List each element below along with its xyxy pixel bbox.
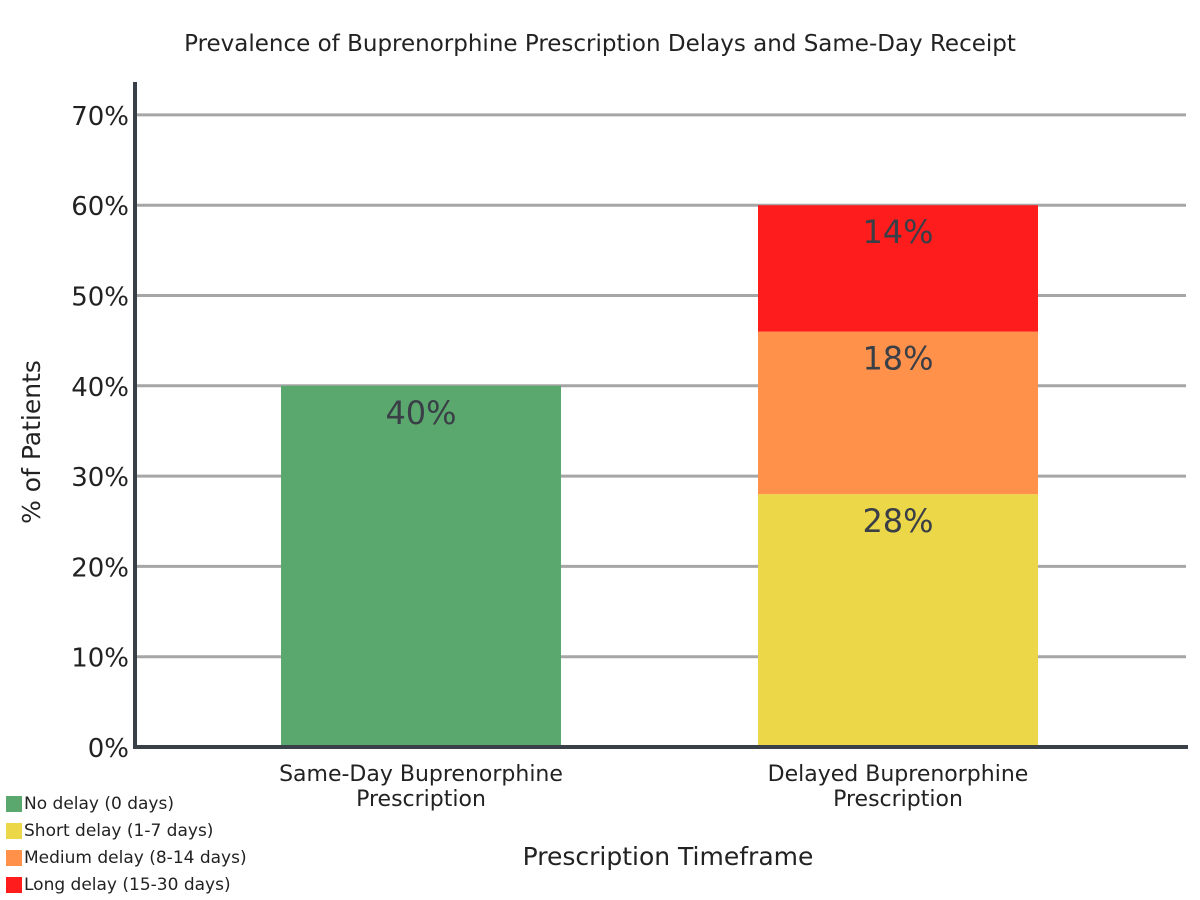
x-category-label: Prescription	[356, 787, 486, 812]
y-tick-label: 30%	[71, 463, 129, 493]
legend-swatch	[6, 795, 22, 812]
bar-data-label: 28%	[862, 502, 933, 540]
legend-item: No delay (0 days)	[6, 790, 247, 817]
legend-label: No delay (0 days)	[24, 793, 174, 814]
chart-title: Prevalence of Buprenorphine Prescription…	[184, 31, 1016, 57]
bar-data-label: 18%	[862, 340, 933, 378]
legend-label: Medium delay (8-14 days)	[24, 847, 247, 868]
legend-item: Long delay (15-30 days)	[6, 871, 247, 898]
legend-swatch	[6, 849, 22, 866]
legend-swatch	[6, 876, 22, 893]
y-tick-label: 20%	[71, 553, 129, 583]
x-category-labels: Same-Day BuprenorphinePrescriptionDelaye…	[279, 762, 1028, 812]
x-category-label: Same-Day Buprenorphine	[279, 762, 563, 787]
bar-segment	[758, 494, 1038, 747]
legend-swatch	[6, 822, 22, 839]
legend-item: Medium delay (8-14 days)	[6, 844, 247, 871]
bar-segment	[281, 385, 561, 747]
y-tick-label: 70%	[71, 102, 129, 132]
y-tick-labels: 0% 10% 20% 30% 40% 50% 60% 70%	[71, 102, 129, 764]
bar-data-label: 40%	[385, 394, 456, 432]
y-tick-label: 50%	[71, 283, 129, 313]
legend-label: Long delay (15-30 days)	[24, 874, 231, 895]
y-tick-label: 60%	[71, 192, 129, 222]
x-category-label: Delayed Buprenorphine	[768, 762, 1029, 787]
bar-segment	[758, 331, 1038, 495]
data-labels: 40% 28% 18% 14%	[385, 213, 933, 540]
y-tick-label: 10%	[71, 644, 129, 674]
legend-item: Short delay (1-7 days)	[6, 817, 247, 844]
x-axis-title: Prescription Timeframe	[523, 842, 814, 871]
bar-data-label: 14%	[862, 213, 933, 251]
y-tick-label: 0%	[88, 734, 129, 764]
x-category-label: Prescription	[833, 787, 963, 812]
bar-segment	[758, 205, 1038, 332]
y-tick-label: 40%	[71, 373, 129, 403]
legend: No delay (0 days) Short delay (1-7 days) M…	[6, 790, 247, 898]
y-axis-title: % of Patients	[17, 360, 46, 524]
bars	[281, 205, 1038, 747]
legend-label: Short delay (1-7 days)	[24, 820, 214, 841]
